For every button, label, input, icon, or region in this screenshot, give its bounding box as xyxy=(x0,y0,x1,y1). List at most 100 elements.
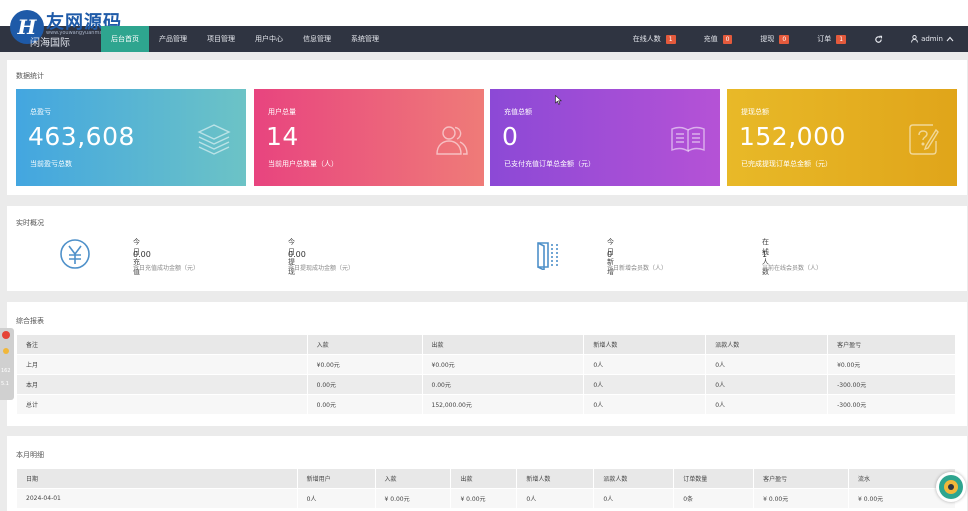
table-cell: ¥ 0.00元 xyxy=(848,488,956,509)
chevron-up-icon xyxy=(946,36,954,42)
monthly-table: 日期 新增用户 入款 出款 新增人数 派款人数 订单数量 客户盈亏 流水 202… xyxy=(16,468,956,509)
today-recharge-label: 今日充值 xyxy=(133,238,140,276)
table-cell: 0人 xyxy=(583,374,707,395)
column-header: 日期 xyxy=(16,468,298,489)
withdraw-badge: 0 xyxy=(779,34,790,44)
order-badge: 1 xyxy=(836,34,847,44)
nav-item-users[interactable]: 用户中心 xyxy=(255,35,283,43)
stat-total-profit: 总盈亏 463,608 当前盈亏总数 xyxy=(16,89,246,186)
column-header: 入款 xyxy=(374,468,452,489)
table-cell: 152,000.00元 xyxy=(421,394,585,415)
stat-label: 用户总量 xyxy=(268,108,296,116)
side-value-1: 162 xyxy=(1,368,11,374)
column-header: 出款 xyxy=(421,334,585,355)
withdraw-label: 提现 xyxy=(760,35,775,43)
stat-label: 充值总额 xyxy=(504,108,532,116)
column-header: 新增人数 xyxy=(583,334,707,355)
column-header: 订单数量 xyxy=(673,468,755,489)
table-cell: ¥0.00元 xyxy=(421,354,585,375)
stat-label: 提现总额 xyxy=(741,108,769,116)
nav-item-projects[interactable]: 项目管理 xyxy=(207,35,235,43)
table-cell: ¥ 0.00元 xyxy=(450,488,518,509)
table-cell: 0人 xyxy=(583,394,707,415)
book-icon xyxy=(671,126,705,153)
top-right-menu: 在线人数 1 充值 0 提现 0 订单 1 admin xyxy=(619,26,968,52)
column-header: 入款 xyxy=(306,334,423,355)
withdraw-link[interactable]: 提现 0 xyxy=(746,26,803,52)
table-cell: 0人 xyxy=(705,374,829,395)
table-cell: ¥ 0.00元 xyxy=(753,488,850,509)
stat-total-recharge: 充值总额 0 已支付充值订单总金额（元） xyxy=(490,89,720,186)
column-header: 新增人数 xyxy=(516,468,595,489)
column-header: 备注 xyxy=(16,334,308,355)
table-header-row: 日期 新增用户 入款 出款 新增人数 派款人数 订单数量 客户盈亏 流水 xyxy=(16,468,956,489)
nav-item-info[interactable]: 信息管理 xyxy=(303,35,331,43)
table-row: 总计 0.00元 152,000.00元 0人 0人 -300.00元 xyxy=(16,394,956,415)
table-cell: 0人 xyxy=(705,394,829,415)
status-dot-icon xyxy=(3,348,9,354)
table-row: 2024-04-01 0人 ¥ 0.00元 ¥ 0.00元 0人 0人 0条 ¥… xyxy=(16,488,956,509)
stat-value: 152,000 xyxy=(739,122,846,151)
table-header-row: 备注 入款 出款 新增人数 派款人数 客户盈亏 xyxy=(16,334,956,355)
today-withdraw-desc: 今日提现成功金额（元） xyxy=(288,265,355,272)
users-icon xyxy=(436,126,468,155)
nav-item-system[interactable]: 系统管理 xyxy=(351,35,379,43)
table-cell: 上月 xyxy=(16,354,308,375)
table-cell: ¥0.00元 xyxy=(827,354,956,375)
user-menu[interactable]: admin xyxy=(897,26,968,52)
today-new-value: 0 xyxy=(607,250,613,259)
column-header: 派款人数 xyxy=(705,334,829,355)
stat-total-users: 用户总量 14 当前用户总数量（人） xyxy=(254,89,484,186)
nav-item-products[interactable]: 产品管理 xyxy=(159,35,187,43)
order-link[interactable]: 订单 1 xyxy=(803,26,860,52)
stat-label: 总盈亏 xyxy=(30,108,51,116)
today-recharge-value: 0.00 xyxy=(133,250,151,259)
table-cell: ¥ 0.00元 xyxy=(374,488,452,509)
stat-desc: 已完成提现订单总金额（元） xyxy=(741,160,832,168)
online-users-badge: 1 xyxy=(665,34,676,44)
table-cell: 0人 xyxy=(593,488,675,509)
table-cell: 总计 xyxy=(16,394,308,415)
stat-value: 463,608 xyxy=(28,122,135,151)
column-header: 出款 xyxy=(450,468,518,489)
today-new-desc: 今日新增会员数（人） xyxy=(607,265,668,272)
top-bar: H 友网源码 www.youwangyuanma.com 闲海国际 后台首页 产… xyxy=(0,0,968,52)
assistant-icon xyxy=(939,475,963,499)
recharge-link[interactable]: 充值 0 xyxy=(690,26,747,52)
stat-desc: 已支付充值订单总金额（元） xyxy=(504,160,595,168)
online-users-link[interactable]: 在线人数 1 xyxy=(619,26,690,52)
nav-item-home[interactable]: 后台首页 xyxy=(101,26,149,52)
username: admin xyxy=(921,35,943,43)
report-title: 综合报表 xyxy=(16,317,44,325)
side-monitor-widget[interactable]: 162 5.1 xyxy=(0,328,14,400)
user-icon xyxy=(911,35,918,43)
table-cell: 0条 xyxy=(673,488,755,509)
refresh-icon xyxy=(875,35,883,43)
float-assistant-button[interactable] xyxy=(936,472,966,502)
table-cell: 0.00元 xyxy=(421,374,585,395)
table-cell: 本月 xyxy=(16,374,308,395)
recharge-label: 充值 xyxy=(703,35,718,43)
refresh-button[interactable] xyxy=(860,26,897,52)
alert-dot-icon xyxy=(2,331,10,339)
nav-strip xyxy=(0,26,968,52)
monthly-title: 本月明细 xyxy=(16,451,44,459)
stat-desc: 当前用户总数量（人） xyxy=(268,160,338,168)
main-nav: 后台首页 产品管理 项目管理 用户中心 信息管理 系统管理 xyxy=(101,26,389,52)
today-new-label: 今日新增 xyxy=(607,238,614,276)
table-cell: ¥0.00元 xyxy=(306,354,423,375)
watermark-logo-icon: H xyxy=(10,10,44,44)
stat-value: 0 xyxy=(502,122,519,151)
online-members-value: 1 xyxy=(762,250,768,259)
realtime-title: 实时概况 xyxy=(16,219,44,227)
realtime-card: 实时概况 今日充值 0.00 今日充值成功金额（元） 今日提现 0.00 今日提… xyxy=(7,206,967,291)
table-row: 上月 ¥0.00元 ¥0.00元 0人 0人 ¥0.00元 xyxy=(16,354,956,375)
table-cell: 0.00元 xyxy=(306,394,423,415)
column-header: 客户盈亏 xyxy=(827,334,956,355)
yuan-icon xyxy=(60,239,90,269)
mouse-cursor-icon xyxy=(555,95,562,105)
monthly-card: 本月明细 日期 新增用户 入款 出款 新增人数 派款人数 订单数量 客户盈亏 流… xyxy=(7,436,967,511)
layers-icon xyxy=(197,124,231,155)
today-withdraw-value: 0.00 xyxy=(288,250,306,259)
table-cell: 0人 xyxy=(516,488,595,509)
